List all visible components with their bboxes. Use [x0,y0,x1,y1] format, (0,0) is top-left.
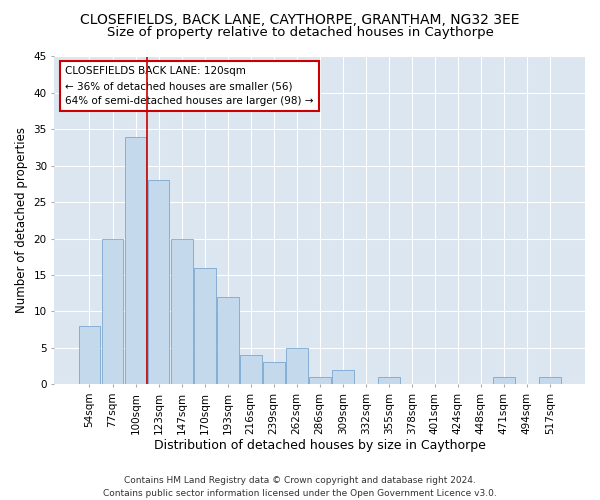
Bar [493,377,515,384]
Bar [240,355,262,384]
Bar [539,377,561,384]
Bar [217,297,239,384]
Bar [79,326,100,384]
Bar [194,268,215,384]
Bar [378,377,400,384]
Text: Contains HM Land Registry data © Crown copyright and database right 2024.
Contai: Contains HM Land Registry data © Crown c… [103,476,497,498]
Bar [148,180,169,384]
Y-axis label: Number of detached properties: Number of detached properties [15,128,28,314]
Bar [263,362,284,384]
Text: CLOSEFIELDS, BACK LANE, CAYTHORPE, GRANTHAM, NG32 3EE: CLOSEFIELDS, BACK LANE, CAYTHORPE, GRANT… [80,12,520,26]
Bar [286,348,308,384]
Text: CLOSEFIELDS BACK LANE: 120sqm
← 36% of detached houses are smaller (56)
64% of s: CLOSEFIELDS BACK LANE: 120sqm ← 36% of d… [65,66,314,106]
Text: Size of property relative to detached houses in Caythorpe: Size of property relative to detached ho… [107,26,493,39]
Bar [170,238,193,384]
Bar [125,136,146,384]
Bar [309,377,331,384]
X-axis label: Distribution of detached houses by size in Caythorpe: Distribution of detached houses by size … [154,440,485,452]
Bar [332,370,353,384]
Bar [101,238,124,384]
